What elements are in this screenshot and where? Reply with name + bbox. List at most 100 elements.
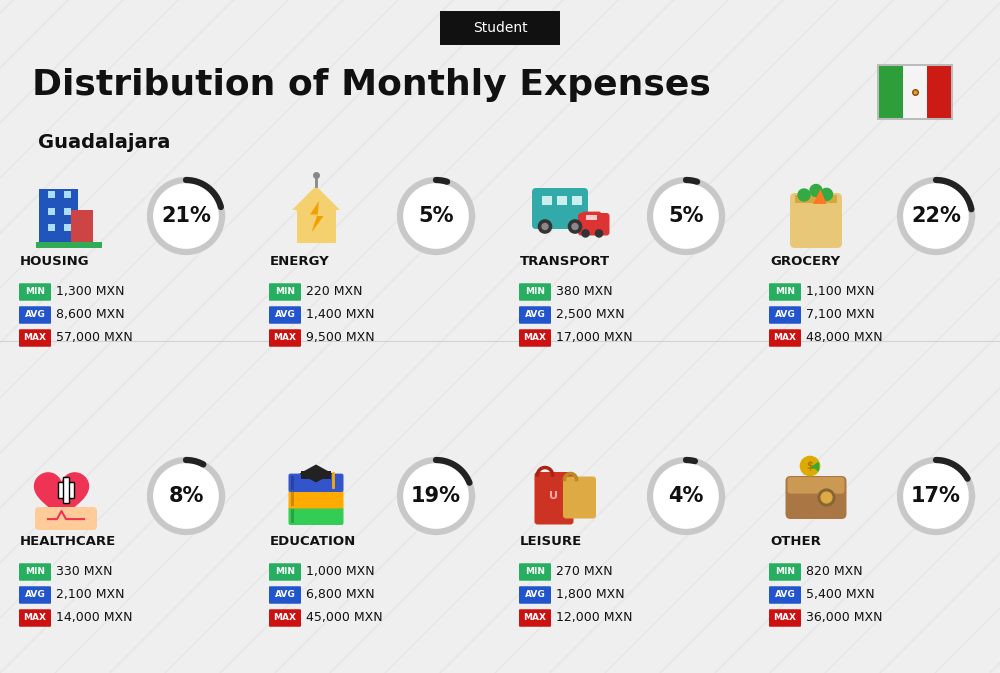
Circle shape: [572, 223, 578, 229]
FancyBboxPatch shape: [769, 586, 801, 604]
Text: Guadalajara: Guadalajara: [38, 133, 170, 151]
FancyBboxPatch shape: [269, 283, 301, 301]
FancyBboxPatch shape: [519, 563, 551, 581]
FancyBboxPatch shape: [64, 224, 71, 231]
Circle shape: [800, 456, 820, 476]
FancyBboxPatch shape: [795, 195, 837, 203]
FancyBboxPatch shape: [557, 197, 567, 205]
Text: 5%: 5%: [418, 206, 454, 226]
FancyBboxPatch shape: [927, 66, 951, 118]
Text: 48,000 MXN: 48,000 MXN: [806, 332, 883, 345]
Polygon shape: [300, 464, 332, 483]
FancyBboxPatch shape: [288, 490, 344, 509]
FancyBboxPatch shape: [519, 283, 551, 301]
Text: MIN: MIN: [525, 287, 545, 297]
Circle shape: [595, 229, 603, 237]
FancyBboxPatch shape: [19, 609, 51, 627]
FancyBboxPatch shape: [297, 209, 336, 243]
FancyBboxPatch shape: [36, 242, 102, 248]
Text: 7,100 MXN: 7,100 MXN: [806, 308, 875, 322]
Polygon shape: [900, 460, 972, 532]
FancyBboxPatch shape: [582, 211, 601, 224]
Polygon shape: [813, 189, 826, 204]
Text: 380 MXN: 380 MXN: [556, 285, 613, 299]
Text: MIN: MIN: [775, 287, 795, 297]
FancyBboxPatch shape: [790, 193, 842, 248]
Text: HOUSING: HOUSING: [20, 256, 90, 269]
FancyBboxPatch shape: [788, 477, 844, 493]
Text: AVG: AVG: [25, 590, 45, 600]
Text: GROCERY: GROCERY: [770, 256, 840, 269]
Circle shape: [821, 492, 832, 503]
FancyBboxPatch shape: [542, 197, 552, 205]
FancyBboxPatch shape: [532, 188, 588, 229]
Polygon shape: [292, 186, 340, 210]
Circle shape: [568, 220, 582, 233]
Polygon shape: [150, 180, 222, 252]
FancyBboxPatch shape: [586, 215, 597, 221]
FancyBboxPatch shape: [48, 208, 55, 215]
Text: 5,400 MXN: 5,400 MXN: [806, 588, 875, 602]
FancyBboxPatch shape: [64, 208, 71, 215]
Text: AVG: AVG: [275, 590, 295, 600]
FancyBboxPatch shape: [269, 306, 301, 324]
Text: 8%: 8%: [168, 486, 204, 506]
Text: 270 MXN: 270 MXN: [556, 565, 613, 579]
Text: 14,000 MXN: 14,000 MXN: [56, 612, 132, 625]
Text: 17,000 MXN: 17,000 MXN: [556, 332, 633, 345]
Text: MIN: MIN: [275, 287, 295, 297]
FancyBboxPatch shape: [269, 329, 301, 347]
Text: MAX: MAX: [274, 614, 296, 623]
FancyBboxPatch shape: [35, 507, 97, 530]
FancyBboxPatch shape: [879, 66, 903, 118]
Text: 8,600 MXN: 8,600 MXN: [56, 308, 125, 322]
FancyBboxPatch shape: [519, 329, 551, 347]
Polygon shape: [400, 180, 472, 252]
Polygon shape: [150, 460, 222, 532]
Text: AVG: AVG: [25, 310, 45, 320]
FancyBboxPatch shape: [19, 283, 51, 301]
Text: 6,800 MXN: 6,800 MXN: [306, 588, 375, 602]
FancyBboxPatch shape: [572, 197, 582, 205]
FancyBboxPatch shape: [19, 586, 51, 604]
Text: MAX: MAX: [274, 334, 296, 343]
Text: AVG: AVG: [775, 590, 795, 600]
Text: 1,400 MXN: 1,400 MXN: [306, 308, 374, 322]
Polygon shape: [650, 460, 722, 532]
Text: AVG: AVG: [275, 310, 295, 320]
FancyBboxPatch shape: [290, 509, 294, 523]
Text: 12,000 MXN: 12,000 MXN: [556, 612, 633, 625]
Polygon shape: [400, 460, 472, 532]
Text: 2,100 MXN: 2,100 MXN: [56, 588, 124, 602]
FancyBboxPatch shape: [48, 191, 55, 198]
Polygon shape: [310, 201, 324, 232]
Text: 22%: 22%: [911, 206, 961, 226]
Polygon shape: [650, 180, 722, 252]
Circle shape: [810, 184, 822, 197]
FancyBboxPatch shape: [70, 210, 93, 243]
FancyBboxPatch shape: [786, 476, 846, 519]
FancyBboxPatch shape: [519, 609, 551, 627]
Text: AVG: AVG: [775, 310, 795, 320]
FancyBboxPatch shape: [769, 609, 801, 627]
Text: MIN: MIN: [275, 567, 295, 577]
FancyBboxPatch shape: [290, 476, 294, 490]
Text: 9,500 MXN: 9,500 MXN: [306, 332, 375, 345]
FancyBboxPatch shape: [519, 586, 551, 604]
Text: 220 MXN: 220 MXN: [306, 285, 362, 299]
Text: 1,300 MXN: 1,300 MXN: [56, 285, 124, 299]
FancyBboxPatch shape: [19, 329, 51, 347]
FancyBboxPatch shape: [39, 189, 78, 243]
Text: HEALTHCARE: HEALTHCARE: [20, 536, 116, 548]
Text: MIN: MIN: [775, 567, 795, 577]
Text: 17%: 17%: [911, 486, 961, 506]
Text: MIN: MIN: [25, 287, 45, 297]
Text: 4%: 4%: [668, 486, 704, 506]
Text: 45,000 MXN: 45,000 MXN: [306, 612, 383, 625]
Text: 1,100 MXN: 1,100 MXN: [806, 285, 874, 299]
Text: 330 MXN: 330 MXN: [56, 565, 112, 579]
Text: 1,000 MXN: 1,000 MXN: [306, 565, 375, 579]
Polygon shape: [900, 180, 972, 252]
Text: U: U: [550, 491, 558, 501]
Text: 2,500 MXN: 2,500 MXN: [556, 308, 625, 322]
